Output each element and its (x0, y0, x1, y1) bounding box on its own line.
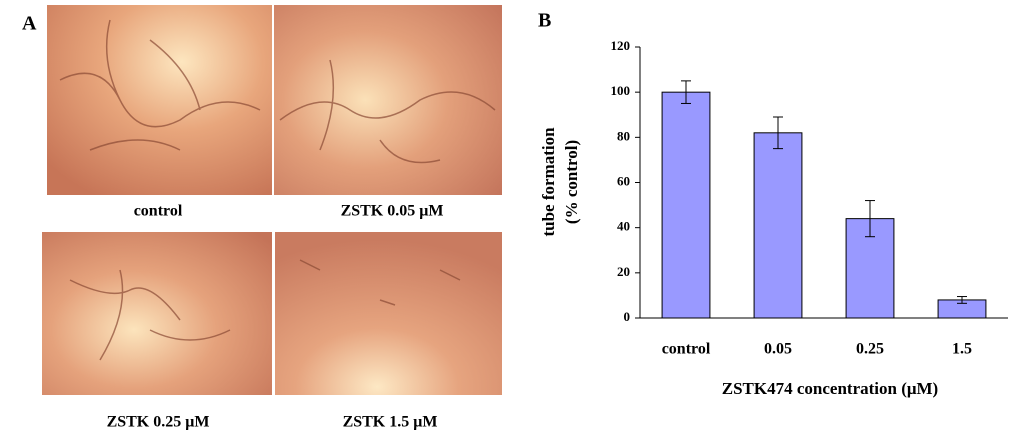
micrograph (274, 5, 502, 195)
y-tick-label: 100 (611, 83, 631, 98)
x-tick-label: control (662, 341, 711, 358)
micrograph (42, 232, 272, 395)
x-axis-label: ZSTK474 concentration (μM) (722, 379, 938, 398)
caption: ZSTK 0.05 μM (341, 203, 444, 220)
panel-label: A (22, 13, 37, 35)
x-tick-label: 0.25 (856, 341, 884, 358)
x-tick-label: 1.5 (952, 341, 972, 358)
y-tick-label: 0 (624, 309, 631, 324)
x-tick-label: 0.05 (764, 341, 792, 358)
caption: ZSTK 1.5 μM (343, 414, 438, 431)
y-axis-label: tube formation (539, 127, 558, 237)
caption: control (134, 203, 183, 220)
y-tick-label: 20 (617, 264, 630, 279)
bar (753, 132, 803, 319)
panel-label: B (538, 10, 551, 32)
micrograph (47, 5, 272, 195)
micrograph (275, 232, 502, 395)
y-tick-label: 80 (617, 128, 630, 143)
y-tick-label: 120 (611, 38, 631, 53)
caption: ZSTK 0.25 μM (107, 414, 210, 431)
y-tick-label: 40 (617, 219, 630, 234)
y-axis-label: (% control) (562, 140, 581, 224)
y-tick-label: 60 (617, 173, 630, 188)
bar (661, 91, 711, 319)
